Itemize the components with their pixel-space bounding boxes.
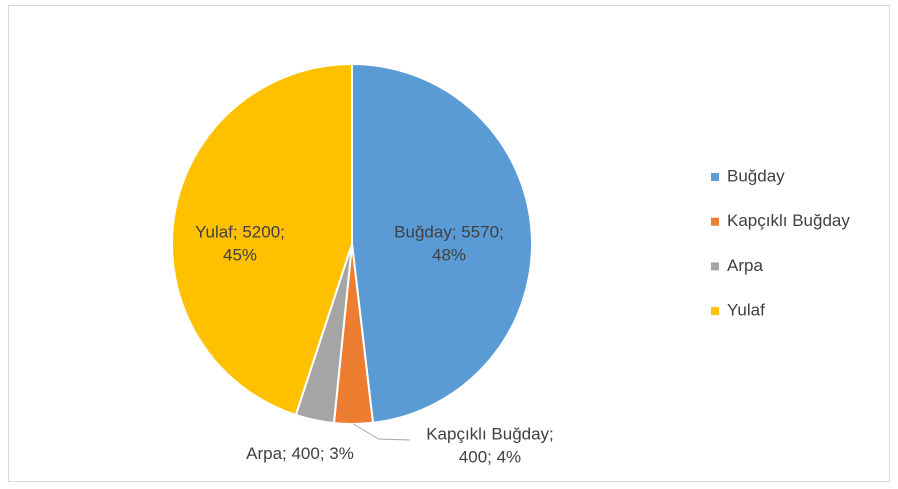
data-label: Arpa; 400; 3% [246, 444, 354, 463]
legend-label: Buğday [727, 166, 785, 185]
legend-swatch [711, 173, 719, 181]
legend-label: Arpa [727, 256, 763, 275]
legend-swatch [711, 217, 719, 226]
data-label: Buğday; 5570; 48% [394, 223, 504, 265]
leader-line [353, 423, 411, 441]
pie-slice [351, 62, 533, 424]
legend-swatch [711, 307, 719, 316]
legend-label: Kapçıklı Buğday [727, 211, 850, 230]
pie-slice [171, 62, 353, 417]
data-label: Kapçıklı Buğday; 400; 4% [426, 425, 554, 467]
data-label: Yulaf; 5200; 45% [195, 223, 285, 265]
legend-label: Yulaf [727, 301, 765, 320]
legend-swatch [711, 262, 719, 271]
